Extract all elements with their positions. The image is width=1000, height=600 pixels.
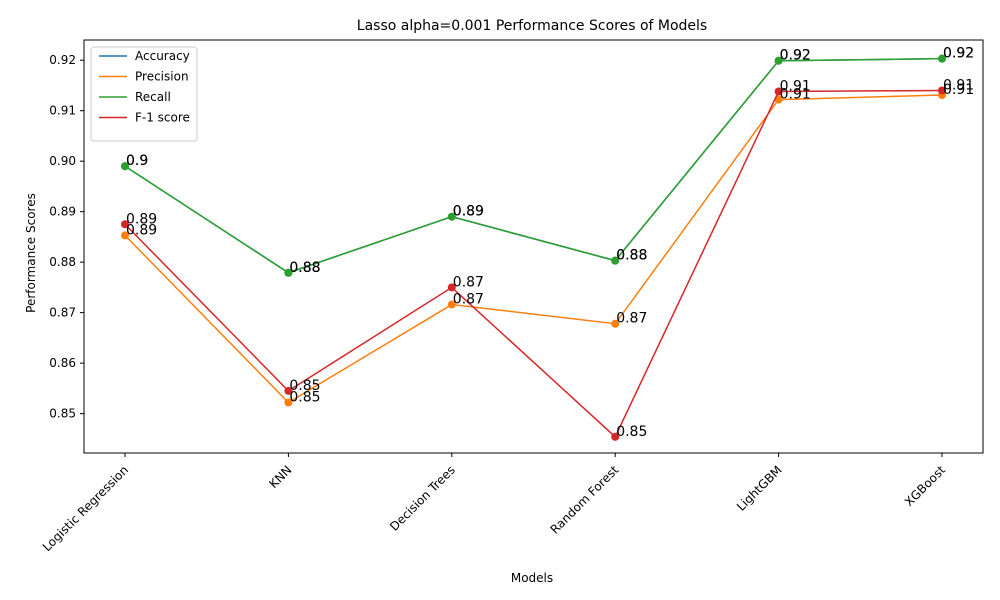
y-tick-label: 0.86 [49,356,76,370]
data-point [284,268,293,277]
legend-label: Recall [135,90,171,104]
data-point [774,56,783,65]
data-label: 0.9 [126,153,148,169]
data-label: 0.91 [780,87,811,103]
data-label: 0.85 [616,424,647,440]
data-point [121,220,129,229]
data-label: 0.85 [289,390,320,406]
legend-label: Precision [135,70,189,84]
x-tick-label: Logistic Regression [40,463,131,554]
x-tick-label: Decision Trees [387,463,458,534]
y-tick-label: 0.87 [49,306,76,320]
data-label: 0.85 [289,378,320,394]
y-tick-label: 0.90 [49,154,76,168]
data-label: 0.89 [453,204,484,220]
data-point [774,95,783,104]
data-point [611,319,620,328]
data-point [121,231,129,240]
legend: Accuracy Precision Recall F-1 score [90,46,198,142]
y-tick-label: 0.89 [49,205,76,219]
data-label: 0.9 [126,153,148,169]
legend-label: Accuracy [135,49,190,63]
data-point [284,386,293,395]
data-label: 0.89 [126,211,157,227]
data-label: 0.91 [943,77,974,93]
data-label: 0.87 [616,311,647,327]
x-tick-label: Random Forest [548,463,622,537]
data-label: 0.88 [289,260,320,276]
y-tick-label: 0.92 [49,53,76,67]
data-point [938,86,946,95]
y-tick-label: 0.91 [49,104,76,118]
data-point [774,87,783,96]
y-tick-label: 0.85 [49,407,76,421]
data-point [611,432,620,441]
data-label: 0.88 [616,248,647,264]
data-point [447,283,456,292]
data-label: 0.92 [780,48,811,64]
data-label: 0.87 [453,292,484,308]
x-tick-label: KNN [266,463,294,491]
data-label: 0.91 [780,78,811,94]
y-axis-title: Performance Scores [24,193,38,313]
data-point [938,54,946,63]
data-label: 0.89 [453,204,484,220]
series-line [124,94,943,404]
plot-frame [83,39,984,454]
data-point [447,212,456,221]
data-label: 0.88 [289,260,320,276]
data-label: 0.92 [943,46,974,62]
data-label: 0.88 [616,248,647,264]
data-label: 0.89 [126,222,157,238]
data-label: 0.91 [943,82,974,98]
data-point [284,398,293,407]
data-point [611,256,620,265]
data-label: 0.92 [780,48,811,64]
data-point [447,300,456,309]
data-label: 0.87 [453,274,484,290]
legend-label: F-1 score [135,111,190,125]
series-line [124,57,943,274]
data-point [121,162,129,171]
series-line [124,89,943,439]
chart-title: Lasso alpha=0.001 Performance Scores of … [357,18,707,34]
x-axis-title: Models [511,571,553,585]
y-tick-label: 0.88 [49,255,76,269]
data-label: 0.92 [943,46,974,62]
x-tick-label: XGBoost [902,463,948,509]
x-tick-label: LightGBM [734,463,785,514]
